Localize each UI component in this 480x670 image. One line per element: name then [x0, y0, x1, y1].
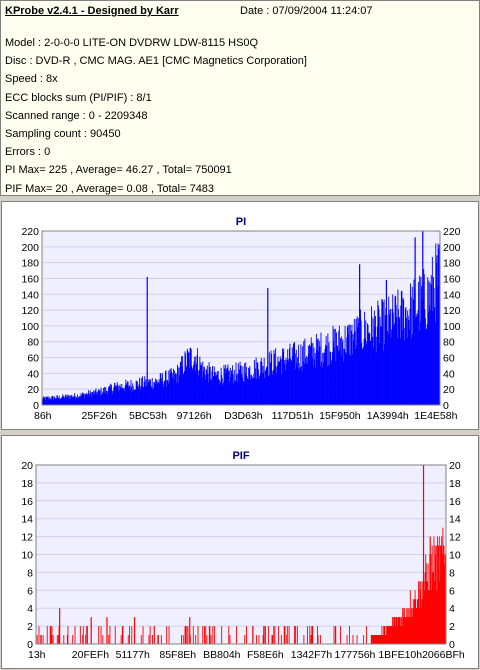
pi-ytick-right: 120 — [443, 305, 461, 317]
pif-ytick-right: 8 — [449, 567, 455, 579]
pi-ytick-left: 220 — [21, 226, 39, 238]
pi-ytick-left: 80 — [27, 337, 39, 349]
pi-xtick: D3D63h — [224, 410, 263, 422]
pif-ytick-left: 2 — [27, 621, 33, 633]
pif-xtick: 13h — [28, 649, 46, 661]
pif-ytick-left: 10 — [21, 550, 33, 562]
pi-chart-panel: PI 0 0 20 20 40 40 60 60 80 80 100 100 120 120 140 140 16… — [1, 201, 479, 430]
pi-ytick-right: 60 — [443, 353, 455, 365]
pif-ytick-right: 2 — [449, 621, 455, 633]
pi-ytick-right: 160 — [443, 273, 461, 285]
pi-ytick-right: 140 — [443, 289, 461, 301]
pi-ytick-left: 20 — [27, 384, 39, 396]
pif-xtick: 85F8Eh — [159, 649, 196, 661]
pi-ytick-right: 80 — [443, 337, 455, 349]
pif-plot-border — [35, 464, 447, 645]
pi-ytick-right: 0 — [443, 400, 449, 412]
pif-chart: PIF 0 0 2 2 4 4 6 6 8 8 10 10 12 12 14 14 16 16 18 18 20 20 13h… — [21, 450, 465, 661]
pif-ytick-right: 12 — [449, 532, 461, 544]
pif-xtick: 2066BFh — [422, 649, 465, 661]
pif-xtick: BB804h — [203, 649, 241, 661]
pif-ytick-left: 4 — [27, 603, 33, 615]
pif-ytick-right: 20 — [449, 460, 461, 472]
pi-chart: PI 0 0 20 20 40 40 60 60 80 80 100 100 120 120 140 140 16… — [21, 216, 461, 422]
pi-ytick-left: 140 — [21, 289, 39, 301]
pi-ytick-right: 100 — [443, 321, 461, 333]
pif-ytick-right: 16 — [449, 496, 461, 508]
pi-ytick-left: 40 — [27, 368, 39, 380]
pif-ytick-right: 0 — [449, 639, 455, 651]
pif-xtick: 177756h — [335, 649, 376, 661]
pi-xtick: 97126h — [177, 410, 212, 422]
pif-chart-title: PIF — [232, 450, 249, 462]
pif-ytick-left: 8 — [27, 567, 33, 579]
pif-xtick: F58E6h — [247, 649, 284, 661]
pif-ytick-right: 14 — [449, 514, 461, 526]
pif-xtick: 20FEFh — [72, 649, 110, 661]
info-model: Model : 2-0-0-0 LITE-ON DVDRW LDW-8115 H… — [5, 37, 259, 49]
info-errors: Errors : 0 — [5, 146, 51, 159]
pif-series — [36, 465, 447, 644]
pif-ytick-right: 18 — [449, 478, 461, 490]
pi-ytick-left: 0 — [33, 400, 39, 412]
pi-xtick: 25F26h — [82, 410, 118, 422]
info-speed: Speed : 8x — [5, 73, 58, 86]
pi-xtick: 1A3994h — [367, 410, 409, 422]
pif-ytick-left: 14 — [21, 514, 33, 526]
pi-ytick-right: 180 — [443, 258, 461, 270]
pif-ytick-left: 16 — [21, 496, 33, 508]
pi-xtick: 86h — [34, 410, 52, 422]
scan-date: Date : 07/09/2004 11:24:07 — [240, 5, 373, 17]
info-header: KProbe v2.4.1 - Designed by Karr Date : … — [5, 5, 475, 19]
pi-chart-title: PI — [236, 216, 246, 228]
pif-ytick-right: 10 — [449, 550, 461, 562]
pi-plot-border — [41, 230, 441, 406]
pi-ytick-right: 20 — [443, 384, 455, 396]
info-panel: KProbe v2.4.1 - Designed by Karr Date : … — [0, 0, 480, 196]
pif-xtick: 1BFE10h — [378, 649, 422, 661]
pif-ytick-left: 6 — [27, 585, 33, 597]
pif-ytick-left: 0 — [27, 639, 33, 651]
pi-xtick: 15F950h — [319, 410, 361, 422]
pif-ytick-left: 20 — [21, 460, 33, 472]
info-ecc-blocks: ECC blocks sum (PI/PIF) : 8/1 — [5, 91, 152, 104]
pif-xtick: 51177h — [116, 649, 150, 661]
pi-ytick-left: 60 — [27, 353, 39, 365]
pif-ytick-right: 6 — [449, 585, 455, 597]
pi-xtick: 5BC53h — [129, 410, 167, 422]
info-pi-summary: PI Max= 225 , Average= 46.27 , Total= 75… — [5, 164, 232, 177]
info-scanned-range: Scanned range : 0 - 2209348 — [5, 109, 148, 122]
info-sampling-count: Sampling count : 90450 — [5, 127, 121, 140]
pif-xtick: 1342F7h — [291, 649, 333, 661]
pi-ytick-right: 200 — [443, 242, 461, 254]
pif-chart-panel: PIF 0 0 2 2 4 4 6 6 8 8 10 10 12 12 14 14 16 16 18 18 20 20 13h… — [1, 435, 479, 669]
pi-ytick-left: 160 — [21, 273, 39, 285]
info-pif-summary: PIF Max= 20 , Average= 0.08 , Total= 748… — [5, 182, 215, 195]
pi-ytick-right: 220 — [443, 226, 461, 238]
pi-ytick-left: 100 — [21, 321, 39, 333]
pif-ytick-left: 12 — [21, 532, 33, 544]
pif-ytick-right: 4 — [449, 603, 455, 615]
pi-xtick: 117D51h — [272, 410, 314, 422]
pif-ytick-left: 18 — [21, 478, 33, 490]
info-disc: Disc : DVD-R , CMC MAG. AE1 [CMC Magneti… — [5, 55, 307, 68]
pi-series — [41, 231, 441, 405]
pi-ytick-left: 200 — [21, 242, 39, 254]
pi-ytick-right: 40 — [443, 368, 455, 380]
pi-xtick: 1E4E58h — [414, 410, 457, 422]
pi-ytick-left: 120 — [21, 305, 39, 317]
info-lines: Model : 2-0-0-0 LITE-ON DVDRW LDW-8115 H… — [5, 34, 307, 198]
pi-ytick-left: 180 — [21, 258, 39, 270]
app-title: KProbe v2.4.1 - Designed by Karr — [5, 5, 179, 17]
